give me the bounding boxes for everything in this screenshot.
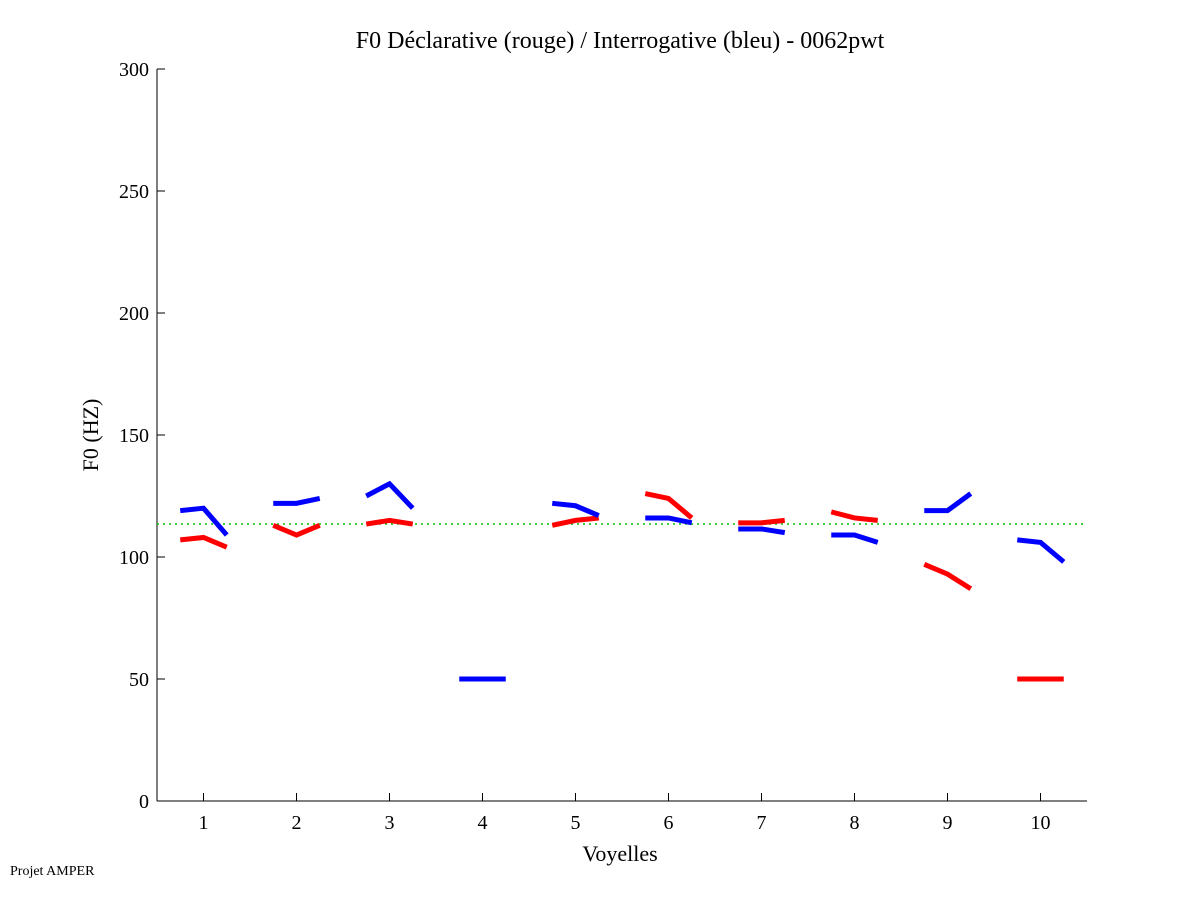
y-tick-label: 250 bbox=[119, 181, 149, 203]
y-tick-label: 150 bbox=[119, 425, 149, 447]
y-tick-label: 50 bbox=[129, 669, 149, 691]
x-tick-label: 10 bbox=[1031, 812, 1051, 834]
x-tick-label: 2 bbox=[292, 812, 302, 834]
declarative-segment-8 bbox=[830, 509, 879, 523]
interrogative-segment-1 bbox=[179, 505, 229, 537]
chart-title: F0 Déclarative (rouge) / Interrogative (… bbox=[356, 28, 885, 54]
y-axis-label: F0 (HZ) bbox=[78, 399, 103, 472]
x-tick-label: 4 bbox=[478, 812, 488, 834]
y-tick-label: 0 bbox=[139, 791, 149, 813]
interrogative-segment-10 bbox=[1016, 537, 1066, 564]
x-tick-label: 1 bbox=[199, 812, 209, 834]
interrogative-segment-5 bbox=[551, 500, 600, 518]
x-tick-label: 5 bbox=[571, 812, 581, 834]
interrogative-segment-2 bbox=[273, 495, 321, 506]
interrogative-segment-8 bbox=[831, 532, 879, 545]
x-tick-label: 3 bbox=[385, 812, 395, 834]
footer-credit: Projet AMPER bbox=[10, 864, 95, 879]
declarative-segment-2 bbox=[272, 522, 321, 538]
interrogative-segment-6 bbox=[645, 515, 693, 526]
x-tick-label: 8 bbox=[850, 812, 860, 834]
declarative-segment-3 bbox=[365, 517, 414, 527]
y-tick-label: 200 bbox=[119, 303, 149, 325]
declarative-segment-5 bbox=[551, 515, 600, 528]
declarative-segment-7 bbox=[738, 517, 786, 526]
x-tick-label: 9 bbox=[943, 812, 953, 834]
x-tick-label: 7 bbox=[757, 812, 767, 834]
declarative-segment-9 bbox=[923, 562, 973, 591]
declarative-segment-1 bbox=[179, 534, 228, 550]
declarative-segment-6 bbox=[644, 491, 694, 520]
x-axis-label: Voyelles bbox=[582, 841, 657, 866]
x-tick-label: 6 bbox=[664, 812, 674, 834]
interrogative-segment-7 bbox=[738, 526, 786, 536]
y-tick-label: 100 bbox=[119, 547, 149, 569]
interrogative-segment-9 bbox=[924, 491, 973, 514]
y-tick-label: 300 bbox=[119, 59, 149, 81]
interrogative-segment-3 bbox=[365, 480, 415, 510]
